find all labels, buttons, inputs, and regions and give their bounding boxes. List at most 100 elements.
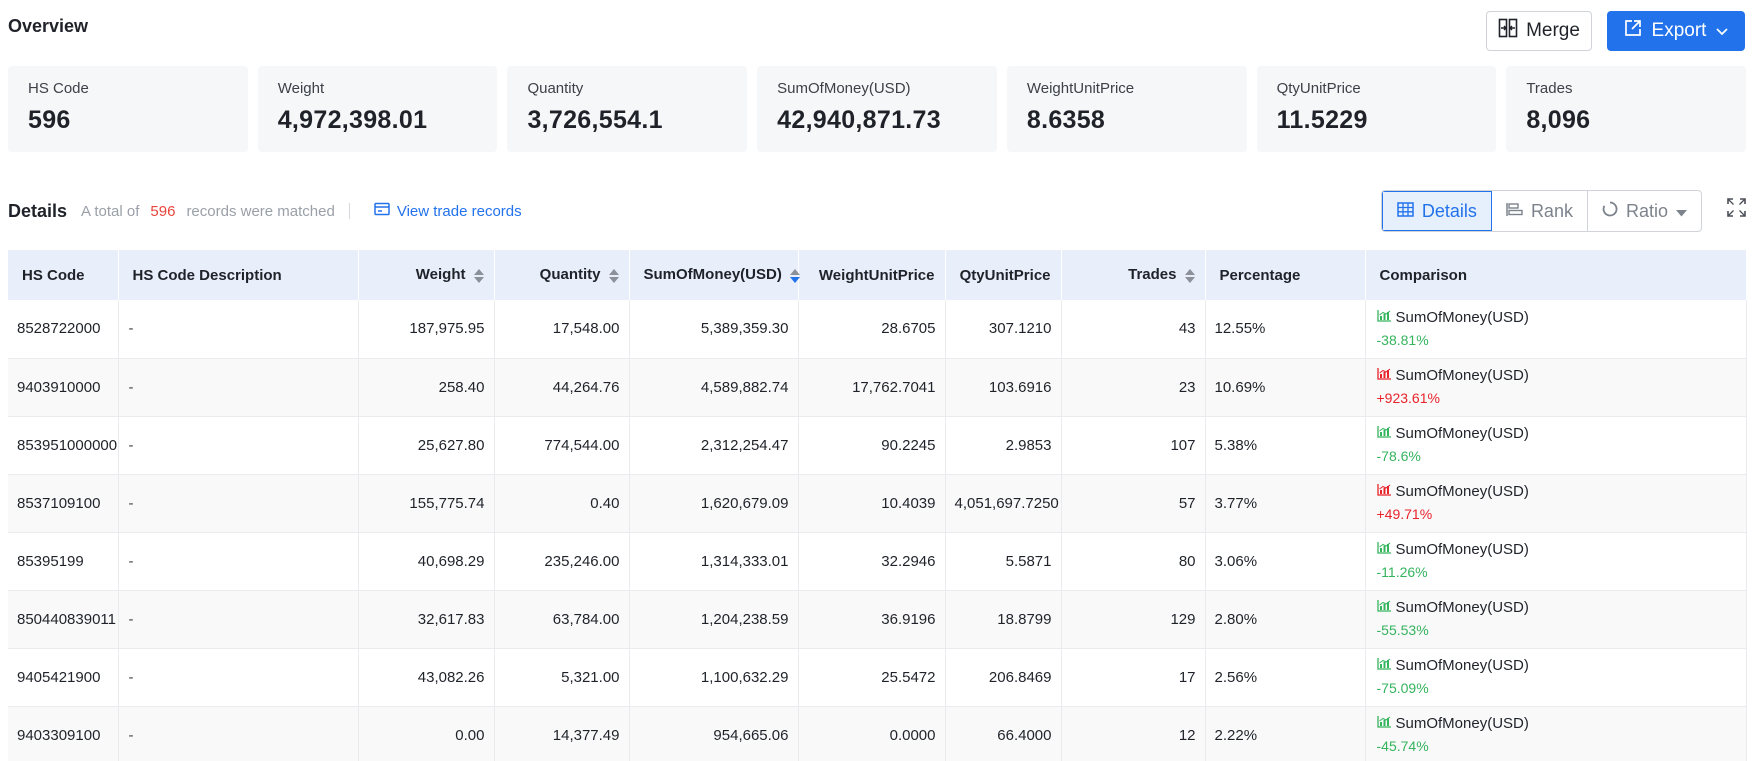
cell-hs-code[interactable]: 853951000000 — [8, 416, 119, 475]
tab-ratio[interactable]: Ratio — [1588, 191, 1701, 231]
cell-weight-unit-price: 0.0000 — [798, 706, 946, 761]
comparison-metric: SumOfMoney(USD) — [1376, 655, 1737, 677]
col-weight[interactable]: Weight — [358, 250, 495, 300]
details-prefix: A total of — [81, 202, 140, 220]
cell-hs-code[interactable]: 9403309100 — [8, 706, 119, 761]
col-label: Percentage — [1219, 266, 1301, 284]
cell-description: - — [118, 532, 359, 591]
cell-qty-unit-price: 103.6916 — [945, 358, 1062, 417]
fullscreen-button[interactable] — [1727, 198, 1746, 222]
cell-description: - — [118, 474, 359, 533]
col-sum-of-money[interactable]: SumOfMoney(USD) — [629, 250, 800, 300]
trend-down-chart-icon — [1376, 655, 1391, 677]
stat-value: 11.5229 — [1276, 106, 1368, 134]
col-percentage: Percentage — [1205, 250, 1366, 300]
view-trade-records-link[interactable]: View trade records — [374, 202, 522, 220]
col-label: HS Code Description — [132, 266, 282, 284]
cell-percentage: 2.80% — [1205, 590, 1366, 649]
cell-hs-code[interactable]: 85395199 — [8, 532, 119, 591]
cell-sum-of-money: 1,314,333.01 — [629, 532, 799, 591]
comparison-label: SumOfMoney(USD) — [1395, 425, 1529, 442]
details-bar: Details A total of 596 records were matc… — [8, 190, 1748, 232]
comparison-metric: SumOfMoney(USD) — [1376, 423, 1737, 445]
sort-desc-icon[interactable] — [789, 268, 800, 284]
cell-sum-of-money: 4,589,882.74 — [629, 358, 799, 417]
stat-cards: HS Code 596 Weight 4,972,398.01 Quantity… — [8, 66, 1747, 152]
comparison: SumOfMoney(USD) -11.26% — [1375, 539, 1737, 583]
table-row[interactable]: 9403910000-258.40 44,264.76 4,589,882.74 17… — [8, 358, 1747, 417]
cell-comparison: SumOfMoney(USD) -11.26% — [1365, 532, 1747, 591]
export-button[interactable]: Export — [1607, 11, 1745, 51]
cell-hs-code[interactable]: 8528722000 — [8, 300, 119, 359]
col-label: Comparison — [1379, 266, 1468, 284]
table-row[interactable]: 9403309100-0.00 14,377.49 954,665.06 0.0000… — [8, 706, 1747, 761]
cell-hs-code[interactable]: 8537109100 — [8, 474, 119, 533]
cell-quantity: 44,264.76 — [494, 358, 630, 417]
col-label: Quantity — [539, 266, 601, 284]
comparison-label: SumOfMoney(USD) — [1395, 483, 1529, 500]
comparison-metric: SumOfMoney(USD) — [1376, 713, 1737, 735]
tab-details[interactable]: Details — [1381, 191, 1492, 231]
cell-sum-of-money: 1,204,238.59 — [629, 590, 799, 649]
stat-value: 8.6358 — [1026, 106, 1106, 134]
stat-value: 42,940,871.73 — [777, 106, 941, 134]
col-label: WeightUnitPrice — [818, 266, 935, 284]
trend-down-chart-icon — [1376, 423, 1391, 445]
cell-trades: 80 — [1061, 532, 1206, 591]
cell-description: - — [118, 590, 359, 649]
cell-description: - — [118, 648, 359, 707]
comparison-value: -11.26% — [1376, 564, 1428, 580]
cell-trades: 129 — [1061, 590, 1206, 649]
comparison-metric: SumOfMoney(USD) — [1376, 307, 1737, 329]
table-row[interactable]: 8537109100-155,775.74 0.40 1,620,679.09 10.… — [8, 474, 1747, 533]
cell-quantity: 17,548.00 — [494, 300, 630, 359]
cell-weight: 187,975.95 — [358, 300, 495, 359]
stat-card-trades: Trades 8,096 — [1506, 66, 1747, 152]
comparison: SumOfMoney(USD) -38.81% — [1375, 307, 1737, 351]
cell-comparison: SumOfMoney(USD) +49.71% — [1365, 474, 1747, 533]
table-row[interactable]: 9405421900-43,082.26 5,321.00 1,100,632.29… — [8, 648, 1747, 707]
stat-card-sum-of-money: SumOfMoney(USD) 42,940,871.73 — [757, 66, 997, 152]
cell-qty-unit-price: 307.1210 — [945, 300, 1062, 359]
table-row[interactable]: 85395199-40,698.29 235,246.00 1,314,333.01… — [8, 532, 1747, 591]
stat-label: HS Code — [28, 80, 89, 97]
col-comparison: Comparison — [1365, 250, 1747, 300]
cell-trades: 107 — [1061, 416, 1206, 475]
trend-down-chart-icon — [1376, 539, 1391, 561]
table-row[interactable]: 8528722000-187,975.95 17,548.00 5,389,359.… — [8, 300, 1747, 359]
merge-button[interactable]: Merge — [1486, 11, 1592, 51]
cell-qty-unit-price: 5.5871 — [945, 532, 1062, 591]
cell-percentage: 12.55% — [1205, 300, 1366, 359]
comparison-label: SumOfMoney(USD) — [1395, 599, 1529, 616]
export-label: Export — [1651, 20, 1707, 41]
table-body: 8528722000-187,975.95 17,548.00 5,389,359.… — [8, 300, 1747, 761]
col-qty-unit-price: QtyUnitPrice — [945, 250, 1062, 300]
cell-weight: 155,775.74 — [358, 474, 495, 533]
table-row[interactable]: 850440839011-32,617.83 63,784.00 1,204,238… — [8, 590, 1747, 649]
sort-icon[interactable] — [1184, 268, 1195, 284]
cell-qty-unit-price: 206.8469 — [945, 648, 1062, 707]
cell-description: - — [118, 706, 359, 761]
cell-hs-code[interactable]: 9405421900 — [8, 648, 119, 707]
merge-icon — [1498, 18, 1518, 44]
chevron-down-icon — [1716, 20, 1729, 42]
table-row[interactable]: 853951000000-25,627.80 774,544.00 2,312,25… — [8, 416, 1747, 475]
col-trades[interactable]: Trades — [1061, 250, 1206, 300]
comparison: SumOfMoney(USD) +49.71% — [1375, 481, 1737, 525]
cell-description: - — [118, 416, 359, 475]
cell-qty-unit-price: 66.4000 — [945, 706, 1062, 761]
stat-card-quantity: Quantity 3,726,554.1 — [507, 66, 748, 152]
col-quantity[interactable]: Quantity — [494, 250, 630, 300]
comparison-metric: SumOfMoney(USD) — [1376, 481, 1737, 503]
sort-icon[interactable] — [608, 268, 619, 284]
cell-hs-code[interactable]: 850440839011 — [8, 590, 119, 649]
trend-down-chart-icon — [1376, 307, 1391, 329]
sort-icon[interactable] — [473, 268, 484, 284]
cell-weight-unit-price: 90.2245 — [798, 416, 946, 475]
cell-trades: 57 — [1061, 474, 1206, 533]
trend-down-chart-icon — [1376, 597, 1391, 619]
tab-rank[interactable]: Rank — [1492, 191, 1588, 231]
stat-label: SumOfMoney(USD) — [777, 80, 911, 97]
cell-hs-code[interactable]: 9403910000 — [8, 358, 119, 417]
stat-value: 8,096 — [1526, 106, 1591, 134]
